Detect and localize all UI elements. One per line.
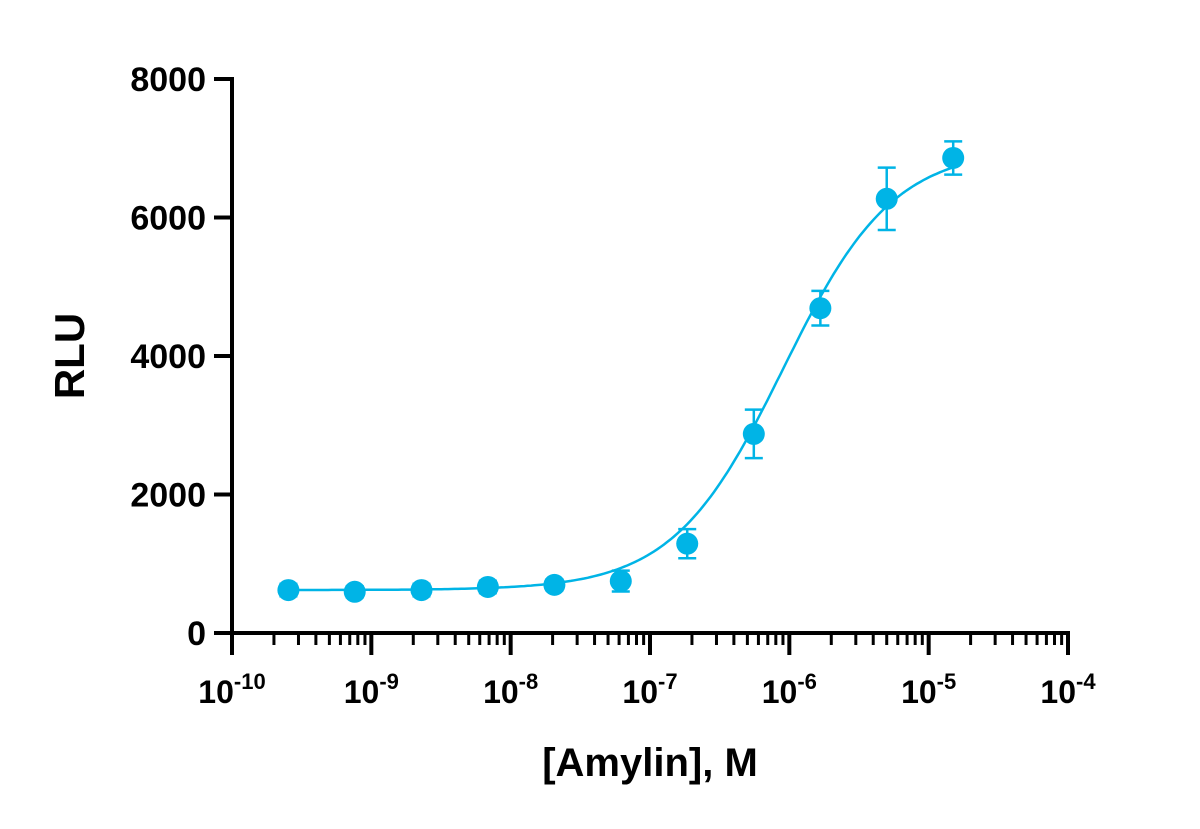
data-point: [277, 579, 300, 602]
data-point-group: [543, 573, 566, 596]
data-point: [942, 146, 965, 169]
x-tick-label: 10-9: [344, 669, 399, 710]
x-tick-label: 10-5: [901, 669, 956, 710]
x-tick-label: 10-7: [622, 669, 677, 710]
y-tick-label: 0: [187, 615, 206, 653]
data-point: [676, 532, 699, 555]
data-point-group: [410, 579, 433, 602]
y-tick-label: 8000: [130, 61, 206, 99]
y-tick-label: 4000: [130, 338, 206, 376]
y-tick-label: 2000: [130, 477, 206, 515]
x-tick-label: 10-6: [762, 669, 817, 710]
data-point: [609, 570, 632, 593]
x-tick-label: 10-4: [1040, 669, 1096, 710]
x-axis-label: [Amylin], M: [542, 741, 758, 785]
y-tick-label: 6000: [130, 200, 206, 238]
data-point-group: [875, 166, 898, 232]
y-axis-label: RLU: [46, 313, 93, 399]
fit-curve: [288, 166, 954, 592]
x-tick-label: 10-8: [483, 669, 538, 710]
data-point: [875, 187, 898, 210]
x-tick-label: 10-10: [198, 669, 265, 710]
data-point: [809, 297, 832, 320]
data-point-group: [476, 575, 499, 598]
data-point: [410, 579, 433, 602]
data-point-group: [942, 140, 965, 176]
data-point-group: [277, 579, 300, 602]
data-point-group: [676, 527, 699, 560]
data-point-group: [343, 580, 366, 603]
data-point-group: [742, 408, 765, 460]
data-point-group: [609, 569, 632, 593]
data-point: [543, 573, 566, 596]
data-point: [742, 422, 765, 445]
data-point: [343, 580, 366, 603]
data-point-group: [809, 289, 832, 327]
data-point: [476, 575, 499, 598]
